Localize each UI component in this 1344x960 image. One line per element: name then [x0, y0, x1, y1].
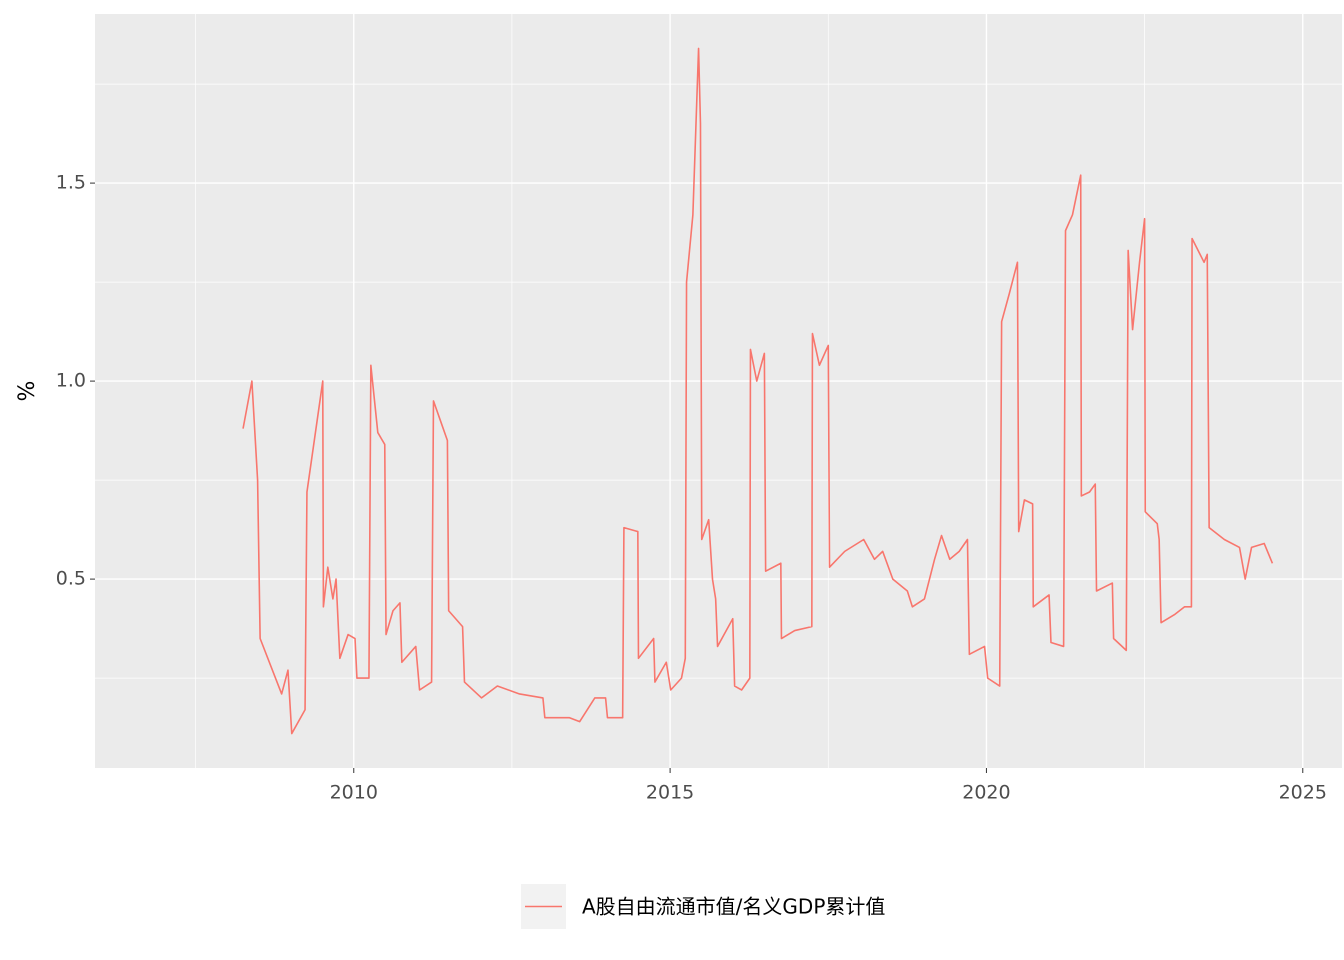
- x-tick-label: 2025: [1279, 782, 1327, 804]
- x-tick-label: 2020: [962, 782, 1010, 804]
- y-tick-label: 0.5: [56, 568, 86, 590]
- y-axis-title: %: [15, 381, 40, 402]
- legend-label: A股自由流通市值/名义GDP累计值: [582, 895, 885, 919]
- y-tick-label: 1.0: [56, 370, 86, 392]
- data-line: [242, 47, 1274, 735]
- x-tick-label: 2010: [330, 782, 378, 804]
- x-tick-label: 2015: [646, 782, 694, 804]
- plot-panel: [95, 14, 1342, 768]
- y-tick-label: 1.5: [56, 172, 86, 194]
